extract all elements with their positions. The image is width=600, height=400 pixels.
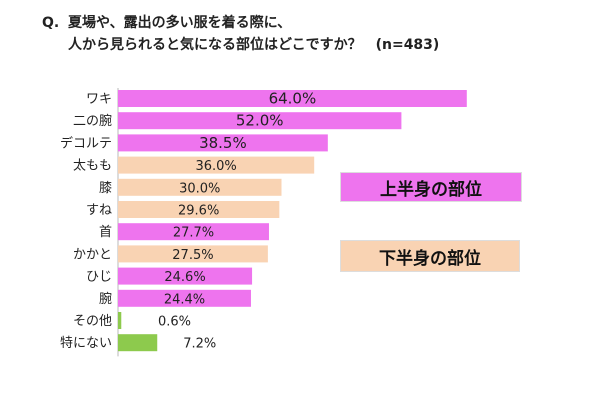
bar-6	[118, 201, 280, 218]
question-line-1: Q. 夏場や、露出の多い服を着る際に、	[42, 12, 291, 32]
value-label: 27.5%	[172, 248, 213, 263]
sample-size: (n=483)	[375, 37, 440, 53]
question-text-1: 夏場や、露出の多い服を着る際に、	[68, 15, 292, 31]
category-label: 腕	[99, 291, 112, 307]
category-label: 特にない	[60, 336, 112, 351]
category-label: すね	[86, 203, 112, 218]
bar-1	[118, 90, 467, 107]
category-label: その他	[73, 314, 112, 329]
value-label: 38.5%	[199, 134, 247, 152]
legend-lower-label: 下半身の部位	[379, 248, 481, 269]
category-label: かかと	[73, 247, 112, 262]
bar-8	[118, 245, 268, 263]
bar-12	[118, 334, 158, 352]
question-line-2: 人から見られると気になる部位はどこですか？ (n=483)	[68, 34, 439, 54]
bar-10	[118, 289, 251, 307]
category-label: ひじ	[86, 270, 112, 285]
legend-upper-body: 上半身の部位	[340, 172, 522, 202]
question-text-2: 人から見られると気になる部位はどこですか？	[68, 37, 362, 53]
bar-5	[118, 178, 282, 196]
category-label: 二の腕	[73, 113, 112, 129]
bar-7	[118, 223, 269, 241]
bar-9	[118, 267, 253, 285]
category-label: 太もも	[73, 159, 112, 174]
value-label: 27.7%	[173, 226, 214, 241]
category-label: ワキ	[86, 92, 112, 107]
value-label: 0.6%	[158, 315, 191, 330]
bar-11	[118, 312, 122, 329]
value-label: 7.2%	[183, 337, 216, 352]
value-label: 24.4%	[164, 292, 205, 307]
value-label: 36.0%	[195, 159, 236, 174]
category-label: 首	[99, 225, 112, 240]
category-label: デコルテ	[60, 135, 112, 151]
bar-4	[118, 156, 315, 174]
legend-upper-label: 上半身の部位	[380, 179, 482, 200]
value-label: 24.6%	[164, 270, 205, 285]
bar-2	[118, 112, 402, 130]
value-label: 52.0%	[236, 112, 284, 130]
bar-3	[118, 134, 328, 152]
legend-lower-body: 下半身の部位	[340, 240, 520, 272]
value-label: 29.6%	[178, 204, 219, 219]
category-label: 膝	[99, 181, 112, 196]
question-mark: Q.	[42, 15, 60, 31]
value-label: 64.0%	[269, 90, 317, 108]
value-label: 30.0%	[179, 181, 220, 196]
